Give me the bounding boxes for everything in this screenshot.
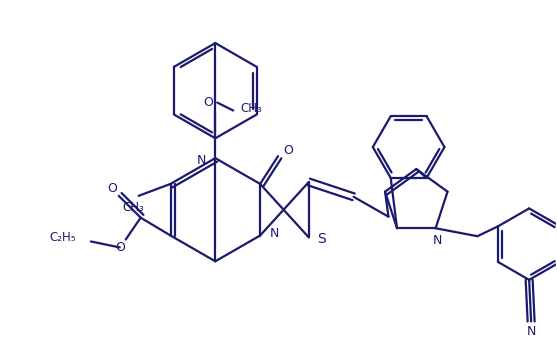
Text: CH₃: CH₃ xyxy=(123,201,145,214)
Text: CH₃: CH₃ xyxy=(240,102,262,115)
Text: O: O xyxy=(203,96,213,109)
Text: O: O xyxy=(107,183,117,195)
Text: C₂H₅: C₂H₅ xyxy=(50,231,76,244)
Text: O: O xyxy=(115,241,125,254)
Text: S: S xyxy=(317,232,326,246)
Text: N: N xyxy=(526,325,536,338)
Text: N: N xyxy=(270,227,278,240)
Text: N: N xyxy=(197,154,206,166)
Text: N: N xyxy=(433,234,442,247)
Text: O: O xyxy=(283,144,293,157)
